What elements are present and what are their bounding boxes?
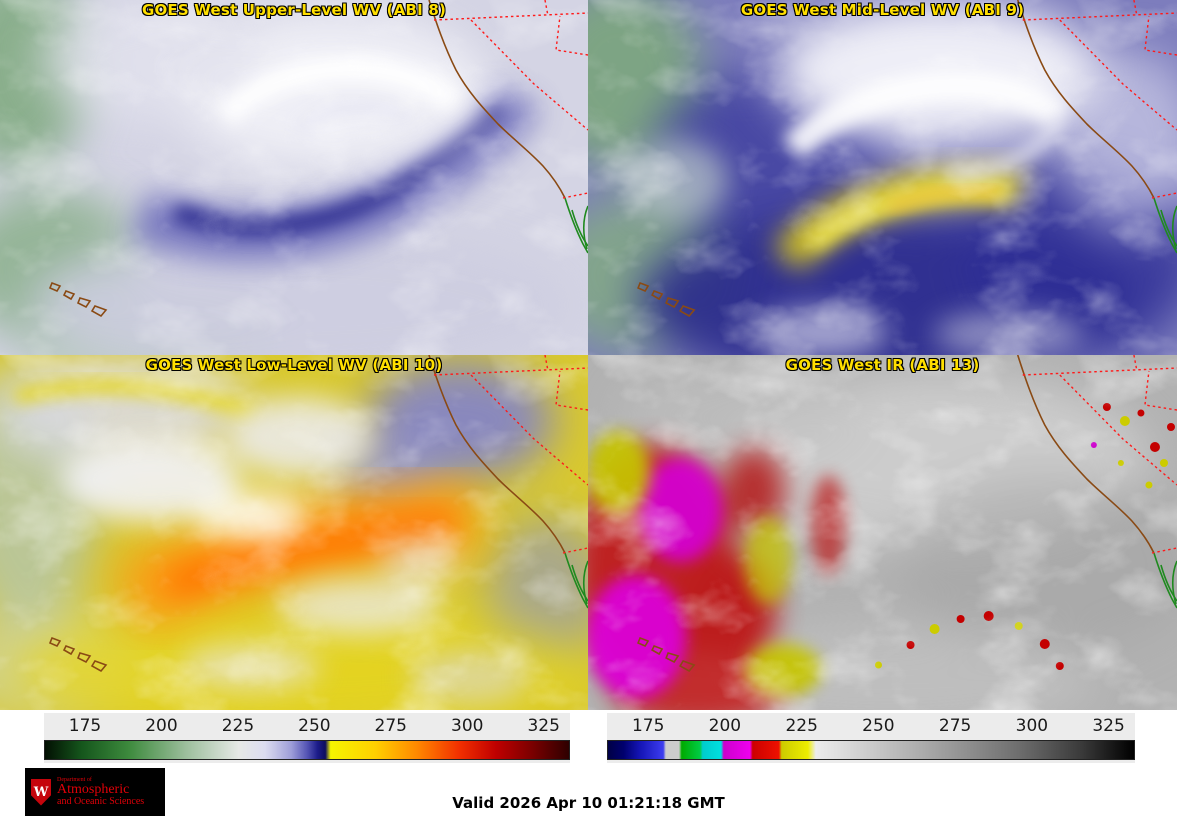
colorbar-wv-gradient: [44, 740, 570, 760]
logo-dept-line: Department of: [57, 776, 92, 783]
tick-label: 325: [527, 716, 560, 736]
colorbar-ir-ticks: 175 200 225 250 275 300 325: [607, 714, 1135, 739]
tick-label: 300: [1015, 716, 1049, 736]
tick-label: 225: [221, 716, 255, 736]
colorbar-ir: 175 200 225 250 275 300 325: [607, 713, 1135, 763]
cloud-texture: [588, 355, 1177, 710]
tick-label: 250: [298, 716, 331, 736]
valid-time: Valid 2026 Apr 10 01:21:18 GMT: [452, 794, 725, 812]
tick-label: 200: [145, 716, 178, 736]
tick-label: 250: [862, 716, 895, 736]
tick-label: 300: [451, 716, 484, 736]
tick-label: 325: [1092, 716, 1125, 736]
footer: W Department of Atmospheric and Oceanic …: [0, 767, 1177, 820]
satellite-quad-panel: GOES West Upper-Level WV (ABI 8): [0, 0, 1177, 710]
tick-label: 275: [938, 716, 972, 736]
crest-letter: W: [33, 784, 49, 800]
aos-logo[interactable]: W Department of Atmospheric and Oceanic …: [25, 768, 165, 816]
logo-line-2: and Oceanic Sciences: [57, 796, 145, 808]
satellite-image-low-wv[interactable]: [0, 355, 588, 710]
tick-label: 175: [68, 716, 102, 736]
satellite-image-upper-wv[interactable]: [0, 0, 588, 355]
satellite-image-ir[interactable]: [588, 355, 1177, 710]
tick-label: 275: [374, 716, 408, 736]
cloud-texture: [0, 355, 588, 710]
colorbar-ir-gradient: [607, 740, 1135, 760]
tick-label: 225: [785, 716, 818, 736]
panel-low-wv: GOES West Low-Level WV (ABI 10): [0, 355, 588, 710]
colorbar-wv: 175 200 225 250 275 300 325: [44, 713, 570, 763]
satellite-image-mid-wv[interactable]: [588, 0, 1177, 355]
logo-line-1: Atmospheric: [57, 781, 130, 797]
cloud-texture: [588, 0, 1177, 355]
colorbar-wv-ticks: 175 200 225 250 275 300 325: [44, 714, 570, 739]
aos-logo-text: Department of Atmospheric and Oceanic Sc…: [57, 777, 144, 808]
panel-upper-wv: GOES West Upper-Level WV (ABI 8): [0, 0, 588, 355]
cloud-texture: [0, 0, 588, 355]
uw-crest-icon: W: [31, 778, 51, 806]
panel-mid-wv: GOES West Mid-Level WV (ABI 9): [588, 0, 1177, 355]
tick-label: 175: [631, 716, 665, 736]
tick-label: 200: [708, 716, 742, 736]
colorbar-row: 175 200 225 250 275 300 325 175 200 225 …: [0, 710, 1177, 767]
panel-ir: GOES West IR (ABI 13): [588, 355, 1177, 710]
